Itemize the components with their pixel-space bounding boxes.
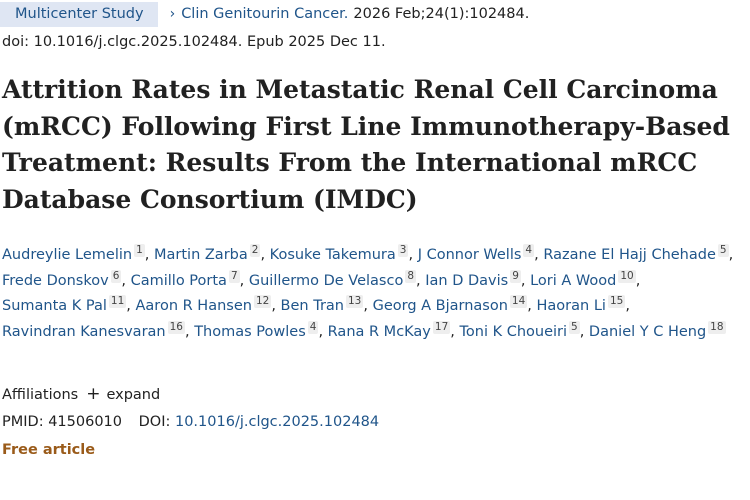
publication-type-badge[interactable]: Multicenter Study (0, 1, 158, 27)
affiliation-number-link[interactable]: 14 (509, 295, 528, 308)
affiliations-toggle[interactable]: Affiliations + expand (2, 386, 160, 403)
author-item: Ravindran Kanesvaran 16, (2, 320, 190, 340)
affiliation-number-link[interactable]: 10 (618, 269, 636, 283)
affiliation-number-link[interactable]: 4 (523, 244, 535, 257)
affiliation-number-link[interactable]: 5 (569, 320, 580, 334)
author-name-link[interactable]: Lori A Wood (530, 272, 617, 289)
identifiers-row: PMID: 41506010 DOI: 10.1016/j.clgc.2025.… (2, 414, 379, 430)
journal-citation: › Clin Genitourin Cancer. 2026 Feb;24(1)… (170, 6, 530, 22)
author-name-link[interactable]: Toni K Choueiri (459, 323, 568, 340)
author-name-link[interactable]: Thomas Powles (194, 323, 306, 340)
author-name-link[interactable]: Ben Tran (280, 298, 344, 314)
affiliation-number-link[interactable]: 4 (307, 320, 319, 334)
author-name-link[interactable]: Kosuke Takemura (269, 247, 396, 263)
author-name-link[interactable]: Camillo Porta (130, 272, 227, 289)
author-item: Toni K Choueiri 5, (459, 320, 585, 340)
author-item: Ian D Davis 9, (425, 269, 526, 289)
doi-label: DOI: (138, 414, 171, 430)
author-name-link[interactable]: Sumanta K Pal (2, 298, 107, 314)
author-item: Lori A Wood 10, (530, 269, 641, 289)
author-name-link[interactable]: Martin Zarba (154, 247, 248, 263)
author-item: Martin Zarba 2, (154, 244, 266, 263)
authors-list: Audreylie Lemelin 1, Martin Zarba 2, Kosuk… (2, 243, 742, 345)
author-item: Audreylie Lemelin 1, (2, 244, 150, 263)
author-name-link[interactable]: Rana R McKay (327, 323, 431, 340)
author-item: Razane El Hajj Chehade 5, (543, 244, 734, 263)
author-item: Sumanta K Pal 11, (2, 295, 131, 314)
author-item: J Connor Wells 4, (417, 244, 539, 263)
chevron-right-icon[interactable]: › (169, 6, 176, 22)
pmid-value: 41506010 (48, 414, 123, 430)
author-item: Ben Tran 13, (280, 295, 368, 314)
journal-name-link[interactable]: Clin Genitourin Cancer. (181, 6, 349, 22)
author-name-link[interactable]: J Connor Wells (417, 247, 522, 263)
affiliation-number-link[interactable]: 12 (253, 295, 272, 308)
author-name-link[interactable]: Ian D Davis (425, 272, 509, 289)
pmid-label: PMID: (2, 414, 44, 430)
doi-epub-line: doi: 10.1016/j.clgc.2025.102484. Epub 20… (2, 34, 386, 50)
affiliation-number-link[interactable]: 2 (249, 244, 261, 257)
author-item: Daniel Y C Heng 18 (588, 320, 726, 340)
affiliation-number-link[interactable]: 6 (110, 269, 122, 283)
author-item: Georg A Bjarnason 14, (372, 295, 532, 314)
author-name-link[interactable]: Frede Donskov (2, 272, 109, 289)
author-item: Aaron R Hansen 12, (135, 295, 276, 314)
author-item: Guillermo De Velasco 8, (248, 269, 421, 289)
affiliation-number-link[interactable]: 1 (134, 244, 145, 257)
author-item: Frede Donskov 6, (2, 269, 126, 289)
affiliation-number-link[interactable]: 9 (510, 269, 521, 283)
author-name-link[interactable]: Daniel Y C Heng (588, 323, 707, 340)
author-item: Thomas Powles 4, (194, 320, 324, 340)
article-title: Attrition Rates in Metastatic Renal Cell… (2, 75, 730, 214)
header-row: Multicenter Study › Clin Genitourin Canc… (0, 0, 529, 28)
author-name-link[interactable]: Ravindran Kanesvaran (2, 323, 166, 340)
author-name-link[interactable]: Aaron R Hansen (135, 298, 252, 314)
author-item: Camillo Porta 7, (130, 269, 245, 289)
affiliation-number-link[interactable]: 3 (397, 244, 409, 257)
author-name-link[interactable]: Razane El Hajj Chehade (543, 247, 716, 263)
citation-date: 2026 Feb;24(1):102484. (353, 6, 530, 22)
affiliation-number-link[interactable]: 17 (432, 320, 451, 334)
expand-button[interactable]: expand (106, 386, 161, 403)
plus-icon[interactable]: + (86, 384, 101, 404)
author-name-link[interactable]: Audreylie Lemelin (2, 247, 133, 263)
free-article-label: Free article (2, 442, 96, 458)
affiliation-number-link[interactable]: 11 (108, 295, 127, 308)
affiliation-number-link[interactable]: 18 (708, 320, 726, 334)
affiliation-number-link[interactable]: 15 (607, 295, 626, 308)
affiliation-number-link[interactable]: 5 (717, 244, 729, 257)
affiliations-label: Affiliations (2, 386, 79, 403)
affiliation-number-link[interactable]: 13 (345, 295, 364, 308)
author-item: Kosuke Takemura 3, (269, 244, 414, 263)
affiliation-number-link[interactable]: 7 (228, 269, 240, 283)
author-item: Rana R McKay 17, (327, 320, 455, 340)
author-name-link[interactable]: Haoran Li (536, 298, 606, 314)
author-name-link[interactable]: Guillermo De Velasco (248, 272, 404, 289)
author-item: Haoran Li 15, (536, 295, 630, 314)
affiliation-number-link[interactable]: 8 (405, 269, 417, 283)
affiliation-number-link[interactable]: 16 (167, 320, 185, 334)
doi-link[interactable]: 10.1016/j.clgc.2025.102484 (174, 414, 380, 430)
author-name-link[interactable]: Georg A Bjarnason (372, 298, 508, 314)
